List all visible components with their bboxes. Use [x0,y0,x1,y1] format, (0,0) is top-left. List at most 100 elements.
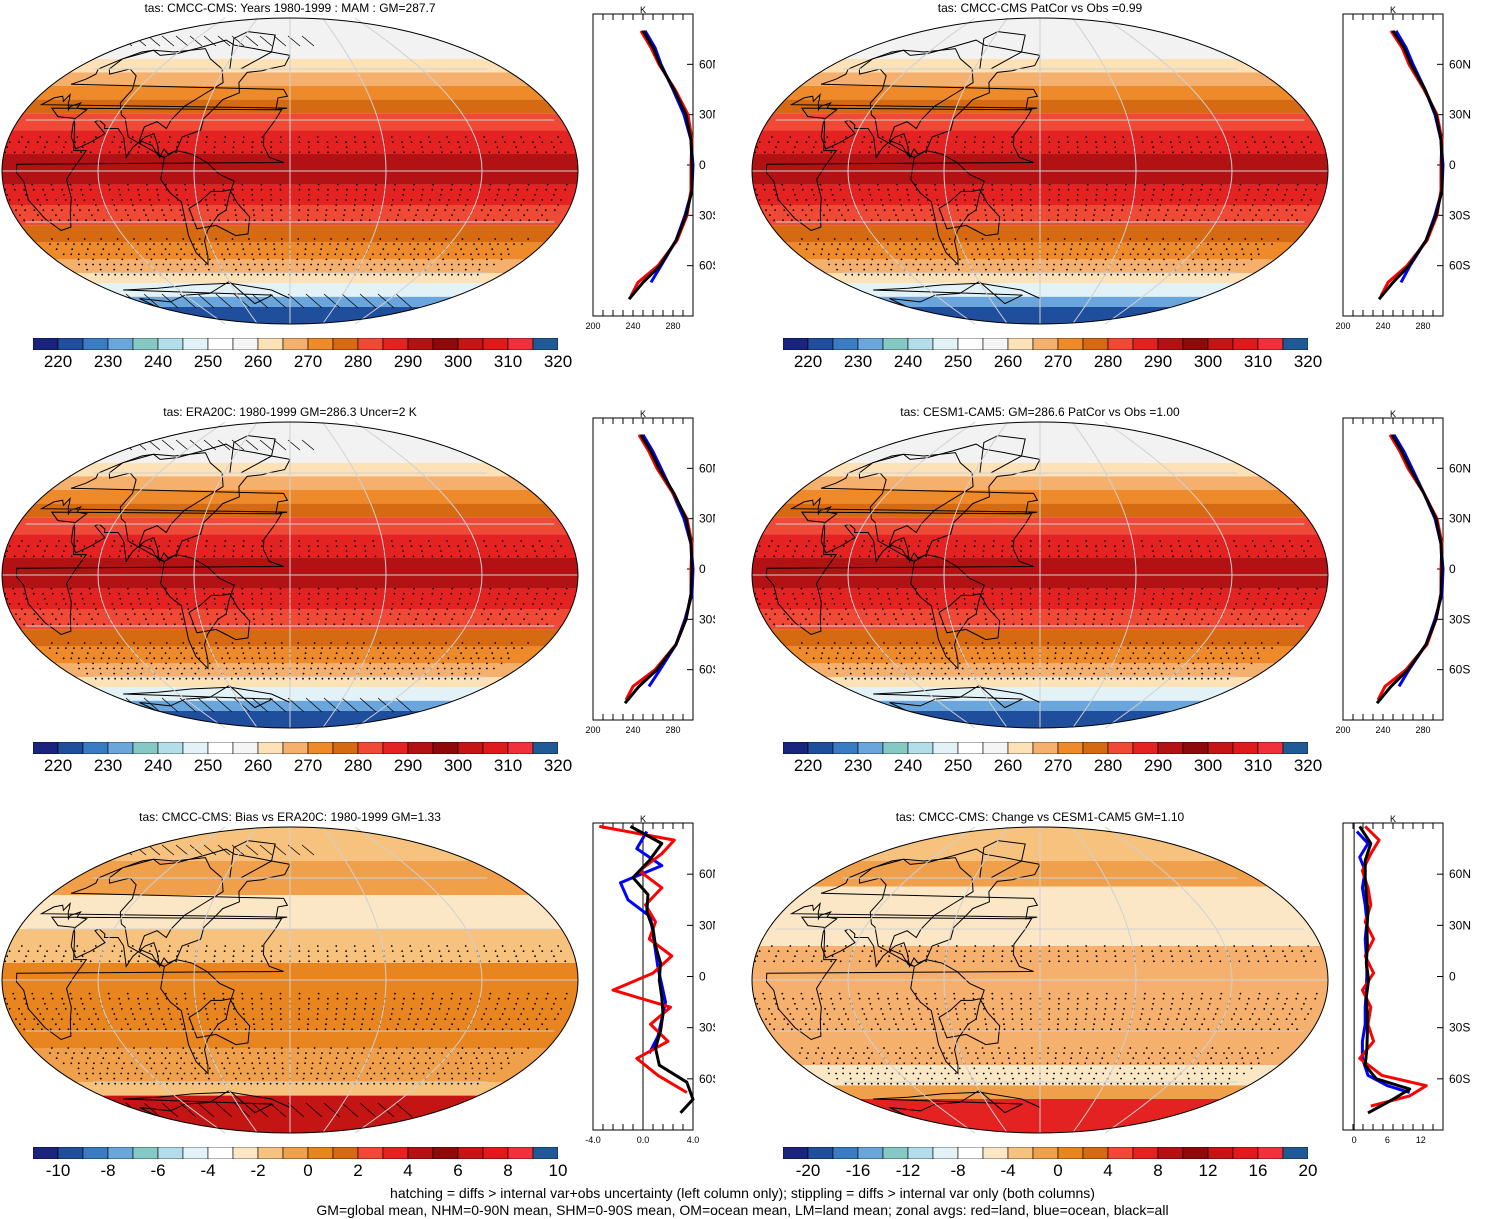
stipple-dot [360,1083,362,1085]
colorbar-swatch [408,338,433,350]
stipple-dot [25,146,27,148]
stipple-dot [140,678,142,680]
stipple-dot [78,1073,80,1075]
stipple-dot [380,274,382,276]
stipple-dot [826,219,828,221]
stipple-dot [211,1083,213,1085]
stipple-dot [375,151,377,153]
stipple-dot [471,1068,473,1070]
stipple-dot [274,1062,276,1064]
stipple-dot [199,1047,201,1049]
stipple-dot [1210,593,1212,595]
stipple-dot [379,642,381,644]
stipple-dot [888,550,890,552]
stipple-dot [233,598,235,600]
stipple-dot [486,259,488,261]
stipple-dot [149,1057,151,1059]
stipple-dot [566,588,568,590]
stipple-dot [826,136,828,138]
colorbar-swatch [208,338,233,350]
stipple-dot [504,545,506,547]
stipple-dot [858,184,860,186]
stipple-dot [416,1073,418,1075]
panel-4-title: tas: CESM1-CAM5: GM=286.6 PatCor vs Obs … [750,405,1330,419]
stipple-dot [1314,555,1316,557]
stipple-dot [867,642,869,644]
stipple-dot [1188,678,1190,680]
stipple-dot [560,545,562,547]
stipple-dot [488,555,490,557]
stipple-dot [1142,199,1144,201]
stipple-dot [523,1023,525,1025]
stipple-dot [1048,199,1050,201]
stipple-dot [858,588,860,590]
stipple-dot [317,950,319,952]
hatch-line [90,294,106,308]
stipple-dot [221,253,223,255]
stipple-dot [1076,603,1078,605]
stipple-dot [457,141,459,143]
stipple-dot [93,1062,95,1064]
stipple-dot [116,209,118,211]
stipple-dot [1261,238,1263,240]
stipple-dot [325,1023,327,1025]
stipple-dot [321,647,323,649]
stipple-dot [844,219,846,221]
stipple-dot [169,1013,171,1015]
stipple-dot [983,668,985,670]
stipple-dot [1238,593,1240,595]
stipple-dot [1267,613,1269,615]
stipple-dot [1062,657,1064,659]
stipple-dot [794,146,796,148]
stipple-dot [1105,663,1107,665]
stipple-dot [1289,204,1291,206]
stipple-dot [805,603,807,605]
stipple-dot [1269,219,1271,221]
stipple-dot [1220,184,1222,186]
stipple-dot [1002,545,1004,547]
stipple-dot [437,668,439,670]
stipple-dot [262,1018,264,1020]
stipple-dot [92,259,94,261]
stipple-dot [820,184,822,186]
stipple-dot [555,555,557,557]
stipple-dot [1269,623,1271,625]
stipple-dot [399,678,401,680]
stipple-dot [201,647,203,649]
stipple-dot [204,189,206,191]
stipple-dot [51,1047,53,1049]
stipple-dot [1222,264,1224,266]
stipple-dot [56,248,58,250]
stipple-dot [1074,264,1076,266]
stipple-dot [1013,678,1015,680]
stipple-dot [176,598,178,600]
stipple-dot [177,264,179,266]
stipple-dot [858,274,860,276]
stipple-dot [977,219,979,221]
stipple-dot [224,945,226,947]
stipple-dot [156,998,158,1000]
stipple-dot [43,209,45,211]
stipple-dot [774,209,776,211]
stipple-dot [1017,663,1019,665]
colorbar-swatch [1183,742,1208,754]
stipple-dot [496,146,498,148]
stipple-dot [1201,269,1203,271]
stipple-dot [1075,219,1077,221]
stipple-dot [305,647,307,649]
stipple-dot [218,1028,220,1030]
stipple-dot [166,642,168,644]
stipple-dot [76,136,78,138]
stipple-dot [205,264,207,266]
stipple-dot [281,1047,283,1049]
stipple-dot [205,545,207,547]
stipple-dot [815,545,817,547]
stipple-dot [425,678,427,680]
stipple-dot [74,950,76,952]
stipple-dot [809,219,811,221]
stipple-dot [329,243,331,245]
stipple-dot [527,238,529,240]
stipple-dot [273,647,275,649]
stipple-dot [411,269,413,271]
